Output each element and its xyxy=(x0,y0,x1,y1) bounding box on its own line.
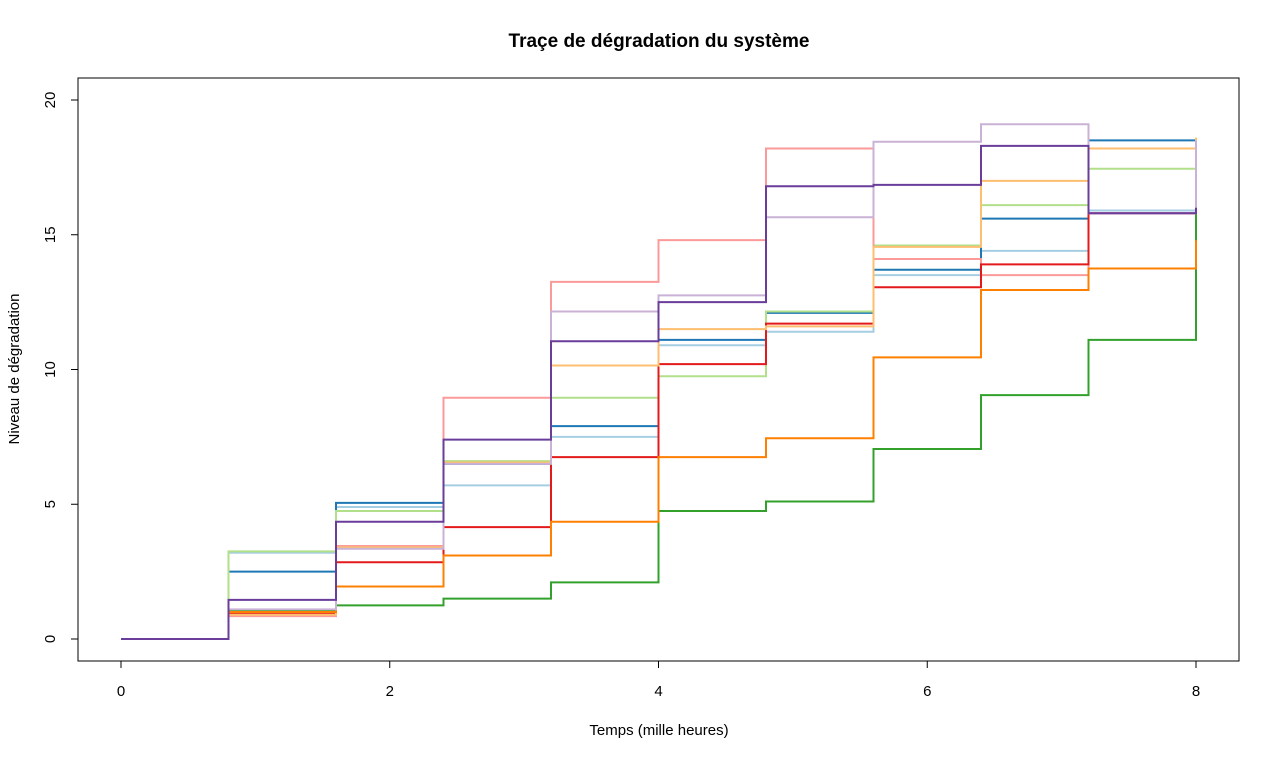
series-layer xyxy=(121,123,1197,640)
y-axis: 0 5 10 15 20 Niveau de dégradation xyxy=(6,92,79,643)
y-tick-label: 5 xyxy=(42,500,59,508)
x-tick-label: 6 xyxy=(923,683,931,700)
y-tick-label: 0 xyxy=(42,635,59,643)
y-axis-label: Niveau de dégradation xyxy=(6,294,23,445)
y-tick-label: 15 xyxy=(42,226,59,243)
x-axis-label: Temps (mille heures) xyxy=(589,722,728,739)
plot-area xyxy=(77,77,1240,662)
x-tick-label: 8 xyxy=(1192,683,1200,700)
x-ticks: 0 2 4 6 8 xyxy=(117,661,1200,700)
x-axis: 0 2 4 6 8 Temps (mille heures) xyxy=(117,660,1200,739)
series-line-10 xyxy=(121,144,1197,640)
x-tick-label: 0 xyxy=(117,683,125,700)
y-tick-label: 10 xyxy=(42,361,59,378)
y-ticks: 0 5 10 15 20 xyxy=(42,92,78,643)
y-tick-label: 20 xyxy=(42,92,59,109)
chart-title: Traçe de dégradation du système xyxy=(509,31,810,52)
x-tick-label: 2 xyxy=(386,683,394,700)
x-tick-label: 4 xyxy=(654,683,662,700)
